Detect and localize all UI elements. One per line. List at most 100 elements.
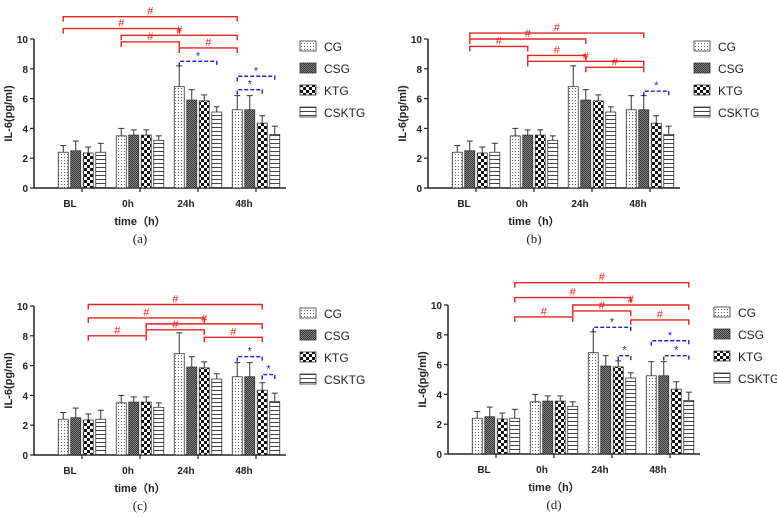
bar-csktg-24h	[211, 111, 223, 189]
y-tick-label: 8	[22, 332, 28, 343]
time-comparison-bracket	[62, 15, 238, 22]
legend-label: CSKTG	[718, 106, 759, 120]
bar-cg-0h	[529, 401, 541, 455]
bar-csktg-0h	[547, 139, 559, 189]
y-tick-label: 8	[416, 65, 422, 76]
time-significance-mark: #	[118, 18, 125, 30]
panel-label: (a)	[133, 231, 147, 246]
bar-cg-24h	[587, 352, 599, 455]
legend-label: CG	[738, 306, 756, 320]
bar-csg-24h	[186, 99, 198, 189]
time-significance-mark: #	[147, 31, 154, 43]
y-tick-label: 4	[436, 390, 442, 401]
time-significance-mark: #	[541, 306, 548, 318]
legend-label: KTG	[718, 84, 743, 98]
bar-csg-24h	[600, 365, 612, 455]
legend-label: CSG	[718, 62, 744, 76]
bar-cg-0h	[115, 402, 127, 456]
legend-label: CG	[718, 40, 736, 54]
time-significance-mark: #	[583, 50, 590, 62]
legend-label: KTG	[324, 84, 349, 98]
y-tick-label: 0	[436, 450, 442, 461]
time-comparison-bracket	[514, 316, 574, 322]
bar-ktg-0h	[534, 134, 546, 189]
y-axis-label: IL-6(pg/ml)	[3, 85, 15, 142]
bar-csg-0h	[522, 134, 534, 189]
time-comparison-bracket	[62, 27, 180, 34]
legend-swatch	[693, 40, 711, 52]
x-tick-label: 24h	[571, 199, 588, 210]
time-significance-mark: #	[599, 272, 606, 284]
legend-label: CG	[324, 40, 342, 54]
time-comparison-bracket	[145, 323, 263, 329]
bar-ktg-24h	[198, 100, 210, 189]
legend-label: CSG	[738, 328, 764, 342]
time-significance-mark: #	[612, 56, 619, 68]
y-tick-label: 6	[436, 361, 442, 372]
bar-ktg-48h	[670, 388, 682, 455]
legend-swatch	[713, 350, 731, 362]
time-significance-mark: #	[201, 313, 208, 325]
y-tick-label: 10	[411, 35, 423, 46]
bar-csg-48h	[658, 375, 670, 455]
group-significance-mark: *	[254, 65, 259, 77]
bar-csg-bl	[464, 150, 476, 189]
legend-swatch	[299, 106, 317, 118]
legend-swatch	[299, 307, 317, 319]
group-significance-mark: *	[654, 80, 659, 92]
time-comparison-bracket	[469, 38, 587, 44]
bar-cg-48h	[231, 376, 243, 456]
bar-ktg-48h	[256, 389, 268, 456]
x-tick-label: 0h	[516, 199, 528, 210]
bar-cg-48h	[625, 109, 637, 189]
time-comparison-bracket	[572, 304, 690, 310]
legend-swatch	[299, 373, 317, 385]
bar-cg-24h	[567, 86, 579, 189]
time-comparison-bracket	[572, 310, 632, 316]
bar-csktg-0h	[567, 405, 579, 455]
group-significance-mark: *	[248, 346, 253, 358]
legend-swatch	[693, 84, 711, 96]
bar-ktg-48h	[256, 122, 268, 189]
y-tick-label: 10	[17, 35, 29, 46]
bar-ktg-0h	[140, 401, 152, 456]
x-tick-label: 24h	[177, 199, 194, 210]
bar-cg-24h	[173, 86, 185, 189]
bar-csg-48h	[244, 376, 256, 456]
time-significance-mark: #	[525, 28, 532, 40]
time-comparison-bracket	[178, 47, 238, 53]
time-significance-mark: #	[570, 287, 577, 299]
group-significance-mark: *	[266, 364, 271, 376]
legend-label: CSKTG	[324, 106, 365, 120]
bar-cg-24h	[173, 353, 185, 456]
y-tick-label: 6	[22, 362, 28, 373]
group-comparison-bracket	[261, 373, 276, 380]
time-comparison-bracket	[630, 319, 690, 325]
time-comparison-bracket	[527, 54, 587, 61]
bar-cg-bl	[57, 151, 69, 189]
time-significance-mark: #	[176, 24, 183, 36]
time-comparison-bracket	[527, 60, 645, 67]
y-tick-label: 4	[22, 391, 28, 402]
y-tick-label: 8	[436, 331, 442, 342]
group-comparison-bracket	[236, 75, 276, 82]
legend-swatch	[713, 372, 731, 384]
legend-swatch	[693, 62, 711, 74]
time-comparison-bracket	[87, 335, 147, 341]
bar-csg-0h	[542, 400, 554, 455]
y-tick-label: 2	[22, 154, 28, 165]
bar-cg-0h	[115, 135, 127, 189]
panel-label: (c)	[133, 498, 147, 513]
y-tick-label: 10	[17, 302, 29, 313]
bar-csktg-48h	[683, 399, 695, 455]
legend-swatch	[713, 306, 731, 318]
y-tick-label: 2	[436, 420, 442, 431]
legend-label: CSG	[324, 329, 350, 343]
x-tick-label: 24h	[177, 466, 194, 477]
time-significance-mark: #	[172, 294, 179, 306]
bar-csg-48h	[244, 109, 256, 189]
group-comparison-bracket	[663, 354, 690, 361]
x-tick-label: 0h	[536, 465, 548, 476]
bar-ktg-bl	[82, 419, 94, 456]
